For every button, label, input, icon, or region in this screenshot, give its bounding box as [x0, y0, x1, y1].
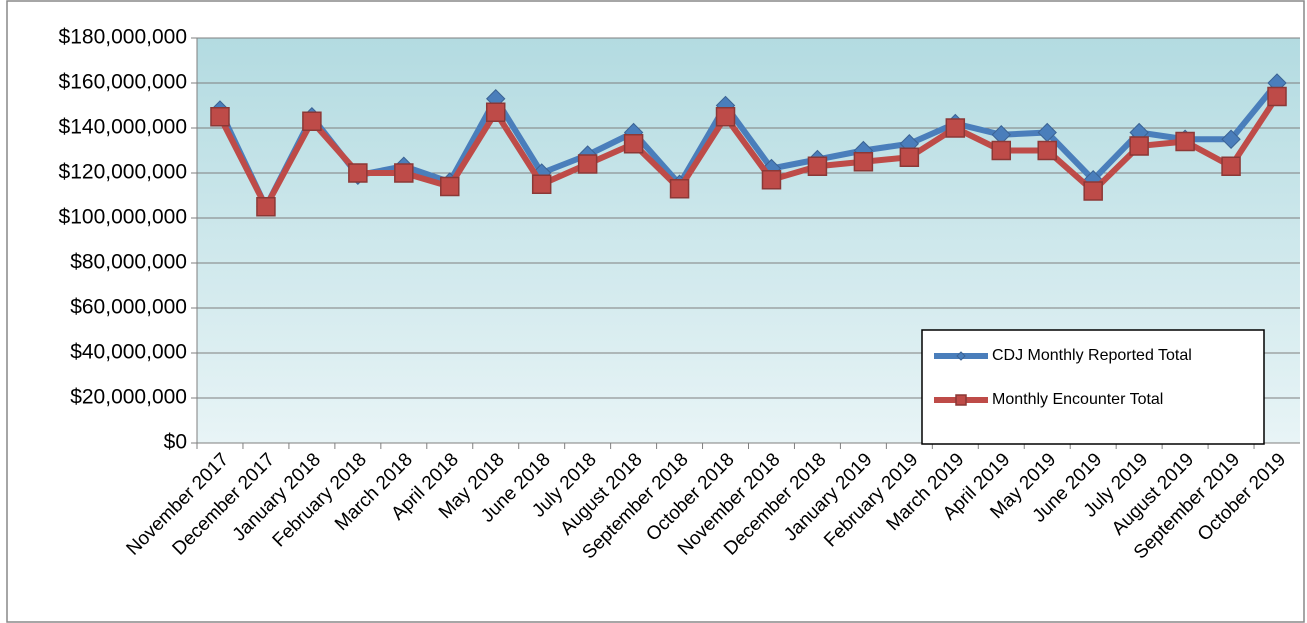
data-point [485, 102, 506, 122]
data-point [1221, 129, 1241, 149]
y-tick-label: $80,000,000 [70, 251, 187, 274]
data-point [899, 147, 920, 167]
data-point [394, 163, 414, 183]
series [210, 86, 1287, 217]
data-point [1083, 181, 1103, 201]
y-tick-label: $60,000,000 [70, 296, 187, 319]
data-point [1037, 140, 1057, 161]
data-point [210, 107, 230, 127]
data-point [669, 179, 690, 199]
data-point [761, 170, 782, 190]
data-point [1221, 156, 1241, 176]
y-tick-label: $140,000,000 [59, 116, 187, 139]
data-point [1175, 131, 1195, 152]
y-tick-label: $180,000,000 [59, 26, 187, 49]
y-tick-label: $160,000,000 [59, 71, 187, 94]
data-point [531, 174, 552, 194]
y-tick-label: $0 [164, 431, 187, 454]
data-point [256, 197, 276, 217]
data-point [348, 163, 368, 183]
data-point [945, 118, 966, 138]
data-point [623, 134, 644, 154]
legend-label: Monthly Encounter Total [992, 391, 1163, 408]
y-tick-label: $120,000,000 [59, 161, 187, 184]
data-point [955, 394, 967, 406]
data-point [956, 351, 966, 361]
data-point [1267, 86, 1287, 107]
data-point [302, 111, 322, 131]
y-tick-label: $100,000,000 [59, 206, 187, 229]
data-point [853, 152, 874, 172]
data-point [715, 107, 736, 127]
legend: CDJ Monthly Reported Total Monthly Encoun… [921, 329, 1265, 445]
data-point [991, 140, 1012, 161]
legend-label: CDJ Monthly Reported Total [992, 347, 1192, 364]
data-point [577, 154, 598, 174]
data-point [440, 176, 460, 197]
legend-box [921, 329, 1265, 445]
data-point [1129, 136, 1149, 156]
y-tick-label: $20,000,000 [70, 386, 187, 409]
data-point [807, 156, 828, 176]
y-tick-label: $40,000,000 [70, 341, 187, 364]
